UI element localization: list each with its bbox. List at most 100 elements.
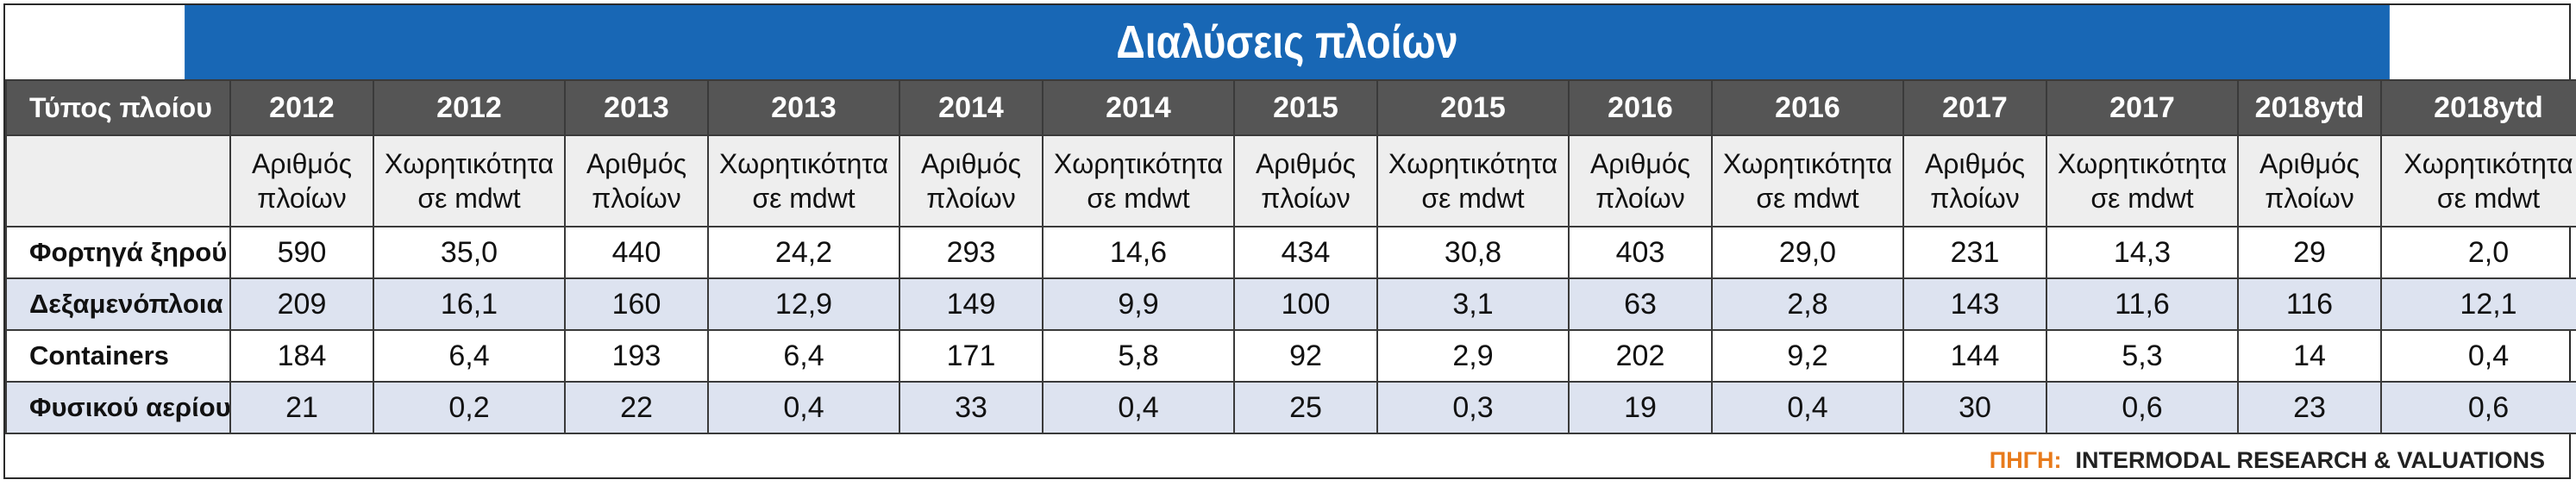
cell-ship-count: 149 — [899, 277, 1044, 331]
cell-capacity-mdwt: 0,6 — [2380, 381, 2576, 434]
cell-ship-count: 29 — [2237, 226, 2382, 279]
header-year: 2017 — [1902, 79, 2047, 136]
cell-capacity-mdwt: 0,4 — [1711, 381, 1904, 434]
source-text: INTERMODAL RESEARCH & VALUATIONS — [2075, 446, 2545, 473]
cell-ship-count: 21 — [229, 381, 374, 434]
cell-capacity-mdwt: 16,1 — [373, 277, 566, 331]
metric-label-line: Αριθμός — [1924, 148, 2026, 179]
header-year: 2018ytd — [2380, 79, 2576, 136]
header-year: 2012 — [229, 79, 374, 136]
cell-capacity-mdwt: 0,4 — [2380, 329, 2576, 383]
row-ship-type: Φορτηγά ξηρού — [5, 226, 231, 279]
cell-capacity-mdwt: 12,9 — [707, 277, 900, 331]
cell-ship-count: 19 — [1568, 381, 1713, 434]
metric-header-row: Αριθμός πλοίων Χωρητικότητα σε mdwt Αριθμός π… — [5, 134, 2576, 227]
cell-ship-count: 440 — [564, 226, 709, 279]
cell-ship-count: 92 — [1233, 329, 1378, 383]
header-year: 2015 — [1376, 79, 1570, 136]
cell-capacity-mdwt: 2,0 — [2380, 226, 2576, 279]
metric-capacity-label: Χωρητικότητα σε mdwt — [1376, 134, 1570, 227]
header-ship-type: Τύπος πλοίου — [5, 79, 231, 136]
header-year: 2014 — [1042, 79, 1235, 136]
header-year: 2015 — [1233, 79, 1378, 136]
source-label: ΠΗΓΗ: — [1989, 446, 2062, 473]
metric-label-line: σε mdwt — [752, 183, 856, 214]
metric-label-line: πλοίων — [2265, 183, 2354, 214]
metric-label-line: Χωρητικότητα — [2057, 148, 2228, 179]
cell-ship-count: 209 — [229, 277, 374, 331]
metric-label-line: σε mdwt — [2090, 183, 2194, 214]
cell-ship-count: 144 — [1902, 329, 2047, 383]
source-line: ΠΗΓΗ: INTERMODAL RESEARCH & VALUATIONS — [5, 434, 2569, 486]
cell-capacity-mdwt: 14,3 — [2046, 226, 2239, 279]
metric-capacity-label: Χωρητικότητα σε mdwt — [2380, 134, 2576, 227]
cell-ship-count: 403 — [1568, 226, 1713, 279]
cell-ship-count: 30 — [1902, 381, 2047, 434]
table-title: Διαλύσεις πλοίων — [185, 5, 2390, 79]
cell-ship-count: 14 — [2237, 329, 2382, 383]
cell-capacity-mdwt: 24,2 — [707, 226, 900, 279]
row-ship-type: Φυσικού αερίου — [5, 381, 231, 434]
cell-capacity-mdwt: 12,1 — [2380, 277, 2576, 331]
cell-ship-count: 171 — [899, 329, 1044, 383]
header-year: 2013 — [564, 79, 709, 136]
cell-capacity-mdwt: 9,2 — [1711, 329, 1904, 383]
header-year: 2012 — [373, 79, 566, 136]
metric-label-line: σε mdwt — [1087, 183, 1190, 214]
cell-capacity-mdwt: 5,3 — [2046, 329, 2239, 383]
metric-label-line: Αριθμός — [920, 148, 1022, 179]
metric-label-line: Χωρητικότητα — [2404, 148, 2573, 179]
cell-ship-count: 160 — [564, 277, 709, 331]
cell-capacity-mdwt: 0,6 — [2046, 381, 2239, 434]
cell-ship-count: 184 — [229, 329, 374, 383]
metric-capacity-label: Χωρητικότητα σε mdwt — [373, 134, 566, 227]
cell-capacity-mdwt: 9,9 — [1042, 277, 1235, 331]
metric-label-line: Χωρητικότητα — [1053, 148, 1224, 179]
metric-capacity-label: Χωρητικότητα σε mdwt — [1042, 134, 1235, 227]
cell-capacity-mdwt: 6,4 — [373, 329, 566, 383]
cell-ship-count: 23 — [2237, 381, 2382, 434]
header-year: 2013 — [707, 79, 900, 136]
metric-label-line: πλοίων — [592, 183, 681, 214]
metric-label-line: σε mdwt — [1756, 183, 1859, 214]
cell-capacity-mdwt: 2,8 — [1711, 277, 1904, 331]
year-header-row: Τύπος πλοίου 2012 2012 2013 2013 2014 20… — [5, 79, 2576, 136]
metric-header-blank — [5, 134, 231, 227]
metric-label-line: Χωρητικότητα — [718, 148, 889, 179]
table-row: Δεξαμενόπλοια 209 16,1 160 12,9 149 9,9 100 3,1 6… — [5, 277, 2576, 331]
table-row: Φυσικού αερίου 21 0,2 22 0,4 33 0,4 25 0,3 19 0,4 3… — [5, 381, 2576, 434]
cell-ship-count: 25 — [1233, 381, 1378, 434]
metric-label-line: Αριθμός — [2259, 148, 2360, 179]
metric-label-line: Αριθμός — [586, 148, 687, 179]
cell-ship-count: 202 — [1568, 329, 1713, 383]
metric-label-line: σε mdwt — [2436, 183, 2541, 214]
cell-capacity-mdwt: 0,4 — [1042, 381, 1235, 434]
metric-count-label: Αριθμός πλοίων — [1902, 134, 2047, 227]
metric-capacity-label: Χωρητικότητα σε mdwt — [707, 134, 900, 227]
cell-ship-count: 231 — [1902, 226, 2047, 279]
cell-capacity-mdwt: 14,6 — [1042, 226, 1235, 279]
cell-ship-count: 33 — [899, 381, 1044, 434]
cell-capacity-mdwt: 30,8 — [1376, 226, 1570, 279]
table-row: Containers 184 6,4 193 6,4 171 5,8 92 2,9 202 9,2 1… — [5, 329, 2576, 383]
row-ship-type: Containers — [5, 329, 231, 383]
metric-label-line: σε mdwt — [417, 183, 521, 214]
header-year: 2016 — [1711, 79, 1904, 136]
cell-capacity-mdwt: 6,4 — [707, 329, 900, 383]
header-year: 2017 — [2046, 79, 2239, 136]
row-ship-type: Δεξαμενόπλοια — [5, 277, 231, 331]
metric-capacity-label: Χωρητικότητα σε mdwt — [1711, 134, 1904, 227]
cell-capacity-mdwt: 35,0 — [373, 226, 566, 279]
metric-label-line: Χωρητικότητα — [1722, 148, 1893, 179]
cell-ship-count: 116 — [2237, 277, 2382, 331]
metric-label-line: Αριθμός — [1255, 148, 1357, 179]
metric-count-label: Αριθμός πλοίων — [564, 134, 709, 227]
header-year: 2014 — [899, 79, 1044, 136]
cell-ship-count: 590 — [229, 226, 374, 279]
metric-label-line: πλοίων — [1261, 183, 1351, 214]
metric-count-label: Αριθμός πλοίων — [1568, 134, 1713, 227]
metric-label-line: πλοίων — [926, 183, 1016, 214]
metric-count-label: Αριθμός πλοίων — [229, 134, 374, 227]
cell-capacity-mdwt: 29,0 — [1711, 226, 1904, 279]
cell-capacity-mdwt: 0,4 — [707, 381, 900, 434]
